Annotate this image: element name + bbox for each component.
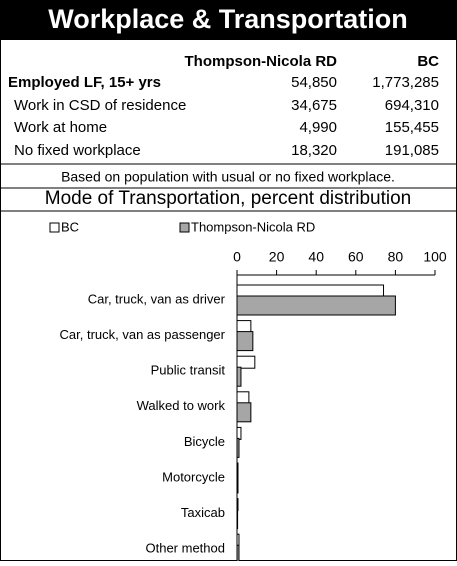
bar <box>236 366 242 387</box>
bar <box>236 355 256 369</box>
title: Workplace & Transportation <box>48 4 408 34</box>
cell: 18,320 <box>291 142 337 159</box>
category-label: Car, truck, van as passenger <box>60 327 226 342</box>
bar <box>236 498 239 512</box>
category-label: Car, truck, van as driver <box>88 291 226 306</box>
cell: 54,850 <box>291 74 337 91</box>
legend-swatch <box>49 222 60 233</box>
row-label: Work at home <box>14 119 107 136</box>
bar <box>236 331 254 352</box>
x-tick-label: 100 <box>423 249 447 265</box>
title-bar <box>0 0 457 40</box>
bar <box>236 402 252 423</box>
legend-swatch <box>179 222 190 233</box>
bar <box>236 437 240 458</box>
row-label: Work in CSD of residence <box>14 97 186 114</box>
col-header: BC <box>417 53 439 70</box>
bar <box>236 462 239 476</box>
category-label: Bicycle <box>184 434 225 449</box>
cell: 34,675 <box>291 97 337 114</box>
cell: 1,773,285 <box>372 74 439 91</box>
bar <box>236 533 240 547</box>
legend-label: Thompson-Nicola RD <box>191 219 315 234</box>
x-tick-label: 60 <box>348 249 364 265</box>
x-tick-label: 40 <box>308 249 324 265</box>
col-header: Thompson-Nicola RD <box>185 53 338 70</box>
category-label: Other method <box>146 541 226 556</box>
cell: 191,085 <box>385 142 439 159</box>
cell: 4,990 <box>299 119 337 136</box>
x-tick-label: 80 <box>388 249 404 265</box>
legend-label: BC <box>61 219 79 234</box>
chart-title: Mode of Transportation, percent distribu… <box>45 188 411 209</box>
bar <box>236 284 385 298</box>
bar <box>236 320 252 334</box>
x-tick-label: 20 <box>269 249 285 265</box>
bar <box>236 544 240 565</box>
category-label: Motorcycle <box>162 469 225 484</box>
cell: 155,455 <box>385 119 439 136</box>
category-label: Taxicab <box>181 505 225 520</box>
row-label: Employed LF, 15+ yrs <box>8 74 161 91</box>
x-tick-label: 0 <box>233 249 241 265</box>
note: Based on population with usual or no fix… <box>61 169 395 185</box>
bar <box>236 509 239 530</box>
cell: 694,310 <box>385 97 439 114</box>
row-label: No fixed workplace <box>14 142 141 159</box>
bar <box>236 391 250 405</box>
category-label: Public transit <box>151 363 226 378</box>
bar <box>236 473 239 494</box>
bar <box>236 295 396 316</box>
bar <box>236 426 242 440</box>
category-label: Walked to work <box>137 398 226 413</box>
